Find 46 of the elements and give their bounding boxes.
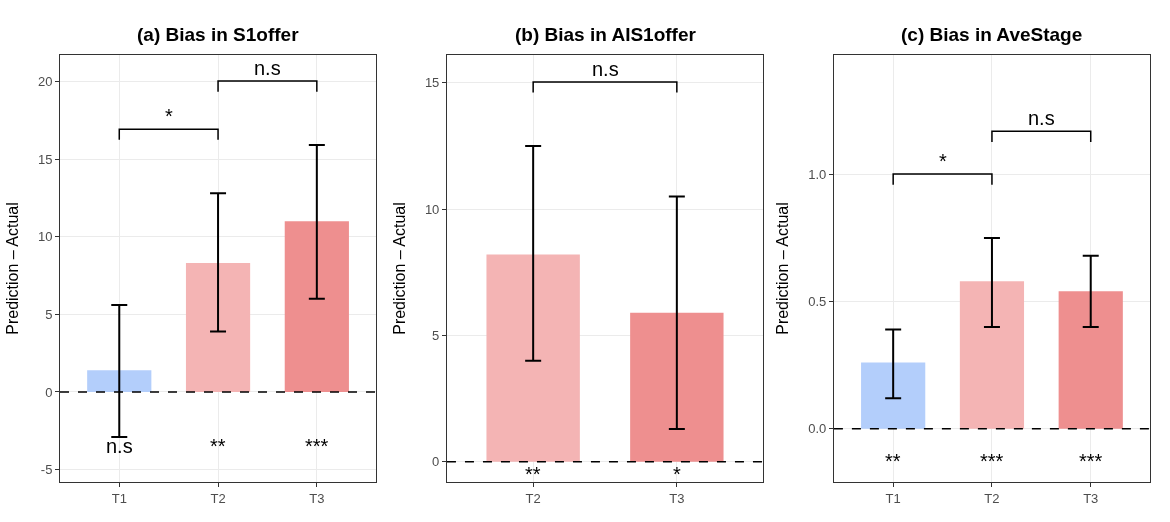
y-axis-title: Prediction – Actual: [3, 202, 21, 335]
annotation: n.s: [592, 58, 619, 80]
annotation: n.s: [1028, 107, 1055, 129]
annotation: n.s: [254, 57, 281, 79]
chart-title: (b) Bias in AIS1offer: [515, 24, 697, 45]
x-tick-label: T3: [1083, 490, 1099, 506]
y-tick-label: -5: [40, 462, 53, 478]
bar: [861, 362, 926, 429]
bar: [87, 370, 152, 392]
chart-title: (c) Bias in AveStage: [901, 24, 1083, 45]
annotation: ***: [1079, 450, 1103, 472]
x-tick-label: T1: [885, 490, 901, 506]
x-tick-label: T2: [984, 490, 1000, 506]
annotation: *: [673, 463, 681, 485]
y-tick-label: 5: [432, 328, 440, 344]
annotation: **: [885, 450, 901, 472]
y-axis-title: Prediction – Actual: [774, 202, 792, 335]
y-tick-label: 0: [432, 454, 440, 470]
y-tick-label: 0.0: [808, 421, 827, 437]
annotation: **: [210, 435, 226, 457]
bar: [1058, 291, 1123, 429]
annotation: ***: [980, 450, 1004, 472]
y-tick-label: 10: [37, 229, 53, 245]
y-tick-label: 5: [45, 306, 53, 322]
annotation: **: [525, 463, 541, 485]
y-tick-label: 20: [37, 73, 53, 89]
y-tick-label: 0.5: [808, 294, 827, 310]
y-axis-title: Prediction – Actual: [390, 202, 408, 335]
y-tick-label: 15: [424, 75, 440, 91]
annotation: *: [165, 105, 173, 127]
annotation: *: [939, 150, 947, 172]
annotation: n.s: [106, 435, 133, 457]
chart-title: (a) Bias in S1offer: [137, 24, 300, 45]
annotation: ***: [305, 435, 329, 457]
y-tick-label: 15: [37, 151, 53, 167]
y-tick-label: 10: [424, 201, 440, 217]
x-tick-label: T3: [309, 490, 325, 506]
y-tick-label: 1.0: [808, 167, 827, 183]
bar: [185, 263, 251, 392]
bar: [284, 221, 349, 392]
x-tick-label: T2: [210, 490, 226, 506]
x-tick-label: T2: [525, 490, 541, 506]
bar: [959, 281, 1025, 429]
x-tick-label: T3: [669, 490, 685, 506]
y-tick-label: 0: [45, 384, 53, 400]
x-tick-label: T1: [111, 490, 127, 506]
